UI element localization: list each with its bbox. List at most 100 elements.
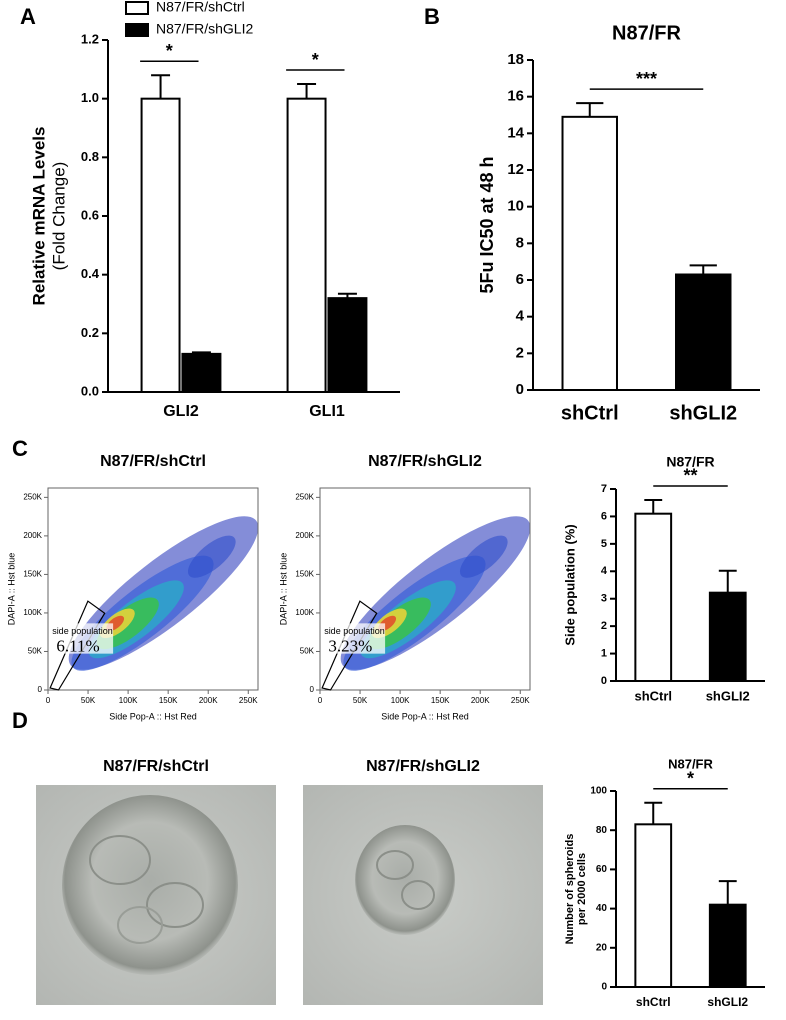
panel-label: D (12, 708, 28, 733)
y-tick-label: 0.4 (81, 266, 100, 281)
x-tick-label: 0 (46, 696, 51, 705)
significance-label: * (166, 41, 173, 61)
y-tick-label: 5 (601, 538, 607, 550)
x-axis-label: Side Pop-A :: Hst Red (109, 711, 197, 721)
y-tick-label: 200K (23, 531, 42, 540)
y-tick-label: 1.0 (81, 90, 99, 105)
x-tick-label: 100K (119, 696, 138, 705)
y-axis-label: per 2000 cells (576, 853, 588, 925)
bar (708, 591, 747, 682)
chart-title: N87/FR (612, 22, 681, 44)
density-cloud (187, 535, 236, 578)
y-tick-label: 40 (596, 903, 608, 914)
gate-value: 3.23% (328, 636, 372, 655)
significance-label: * (687, 769, 694, 789)
bar (634, 823, 673, 988)
bar (181, 352, 222, 394)
y-tick-label: 0 (38, 685, 43, 694)
x-tick-label: 200K (471, 696, 490, 705)
bar (286, 97, 327, 394)
chart-title: N87/FR (666, 454, 714, 470)
panel-label: B (424, 4, 440, 29)
gate-label-bg (50, 623, 114, 654)
gate-label-bg (322, 623, 386, 654)
y-tick-label: 3 (601, 593, 607, 605)
x-tick-label: 100K (391, 696, 410, 705)
y-axis-label: Relative mRNA Levels (29, 127, 48, 306)
y-axis-label: Side population (%) (562, 524, 577, 645)
y-tick-label: 12 (507, 161, 524, 178)
legend-swatch (125, 1, 149, 15)
gate-value: 6.11% (56, 636, 99, 655)
x-tick-label: 50K (81, 696, 96, 705)
x-tick-label: GLI2 (163, 403, 199, 420)
x-tick-label: 50K (353, 696, 368, 705)
y-tick-label: 8 (516, 234, 524, 251)
y-axis-label: 5Fu IC50 at 48 h (477, 156, 497, 293)
image-title: N87/FR/shGLI2 (366, 758, 480, 775)
y-tick-label: 18 (507, 51, 524, 68)
gate-label: side population (324, 626, 385, 636)
y-axis-label: (Fold Change) (49, 162, 68, 271)
image-title: N87/FR/shCtrl (103, 758, 209, 775)
y-tick-label: 1.2 (81, 31, 99, 46)
legend-swatch (125, 23, 149, 37)
micrograph (36, 785, 276, 1005)
y-tick-label: 1 (601, 647, 607, 659)
y-tick-label: 6 (516, 271, 524, 288)
plot-frame (319, 487, 531, 691)
significance-label: * (312, 50, 319, 70)
y-tick-label: 0 (601, 675, 607, 687)
y-tick-label: 0 (601, 982, 607, 993)
x-tick-label: shGLI2 (706, 688, 750, 703)
y-tick-label: 10 (507, 198, 524, 215)
y-tick-label: 200K (295, 531, 314, 540)
y-tick-label: 100 (590, 786, 607, 797)
y-tick-label: 16 (507, 88, 524, 105)
significance-label: ** (683, 466, 697, 486)
x-tick-label: 0 (318, 696, 323, 705)
y-tick-label: 0.6 (81, 207, 99, 222)
bar (140, 97, 181, 394)
y-tick-label: 0 (516, 381, 524, 398)
x-axis-label: Side Pop-A :: Hst Red (381, 711, 469, 721)
y-tick-label: 6 (601, 510, 607, 522)
x-tick-label: 200K (199, 696, 218, 705)
bar (708, 903, 747, 988)
y-tick-label: 0 (310, 685, 315, 694)
y-tick-label: 50K (28, 647, 43, 656)
y-tick-label: 60 (596, 864, 608, 875)
plot-frame (47, 487, 259, 691)
x-tick-label: shCtrl (636, 995, 671, 1009)
y-tick-label: 4 (516, 308, 525, 325)
bar (675, 273, 732, 391)
panel-label: C (12, 436, 28, 461)
bar (327, 297, 368, 393)
y-tick-label: 0.8 (81, 149, 99, 164)
bar (561, 115, 618, 391)
y-tick-label: 100K (295, 608, 314, 617)
bar (634, 512, 673, 683)
x-tick-label: GLI1 (309, 403, 345, 420)
y-tick-label: 150K (295, 570, 314, 579)
x-tick-label: 150K (431, 696, 450, 705)
x-tick-label: shCtrl (561, 402, 619, 424)
x-tick-label: 150K (159, 696, 178, 705)
y-tick-label: 14 (507, 124, 524, 141)
x-tick-label: 250K (511, 696, 530, 705)
x-tick-label: shGLI2 (669, 402, 737, 424)
chart-title: N87/FR (668, 756, 713, 771)
x-tick-label: shCtrl (634, 688, 672, 703)
y-axis-label: DAPI-A :: Hst blue (278, 553, 288, 626)
y-tick-label: 50K (300, 647, 315, 656)
y-tick-label: 4 (601, 565, 608, 577)
gate-label: side population (52, 626, 113, 636)
y-tick-label: 2 (516, 344, 524, 361)
x-tick-label: shGLI2 (707, 995, 748, 1009)
y-tick-label: 20 (596, 942, 608, 953)
panel-label: A (20, 4, 36, 29)
y-axis-label: DAPI-A :: Hst blue (6, 553, 16, 626)
significance-label: *** (636, 69, 657, 89)
chart-title: N87/FR/shCtrl (100, 453, 206, 470)
